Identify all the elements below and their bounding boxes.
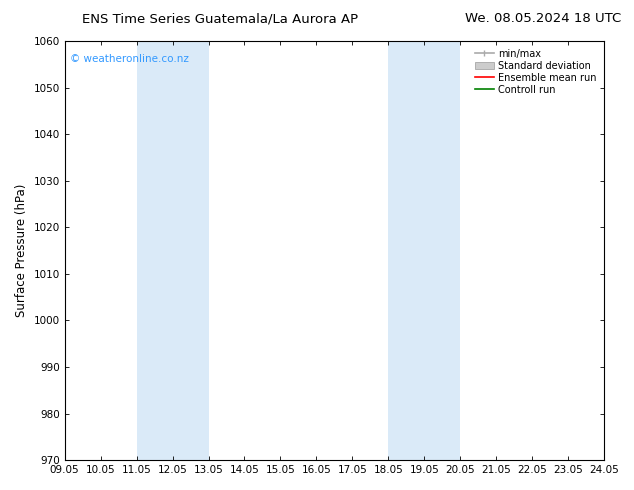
Bar <box>136 41 209 460</box>
Text: We. 08.05.2024 18 UTC: We. 08.05.2024 18 UTC <box>465 12 621 25</box>
Text: © weatheronline.co.nz: © weatheronline.co.nz <box>70 53 189 64</box>
Legend: min/max, Standard deviation, Ensemble mean run, Controll run: min/max, Standard deviation, Ensemble me… <box>472 46 599 98</box>
Bar <box>389 41 460 460</box>
Text: ENS Time Series Guatemala/La Aurora AP: ENS Time Series Guatemala/La Aurora AP <box>82 12 359 25</box>
Y-axis label: Surface Pressure (hPa): Surface Pressure (hPa) <box>15 184 28 318</box>
